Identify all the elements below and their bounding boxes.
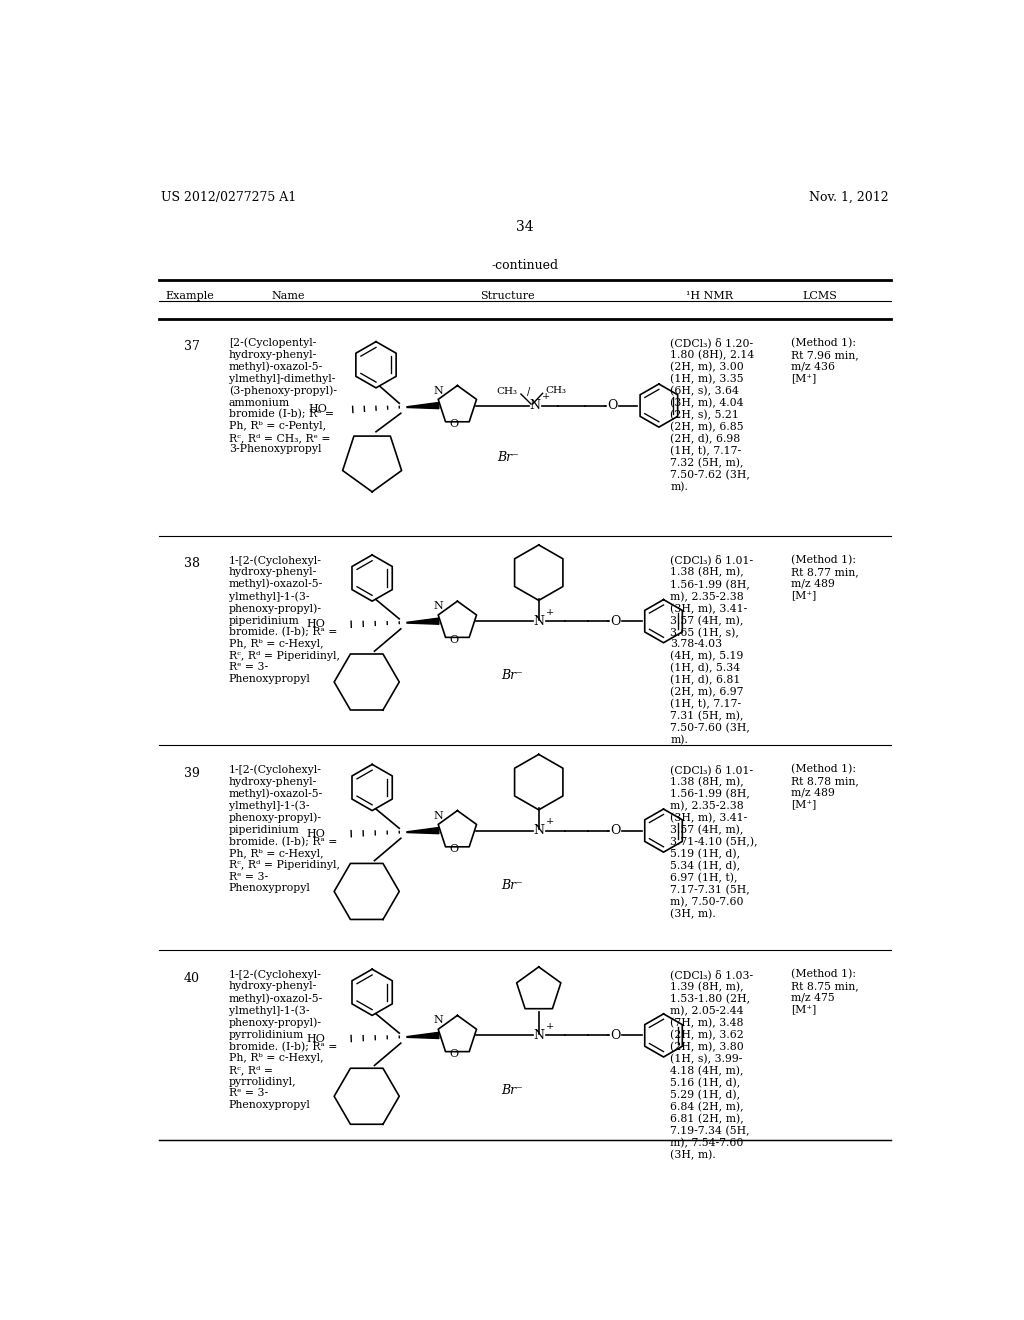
Polygon shape xyxy=(407,403,439,409)
Polygon shape xyxy=(407,1032,439,1039)
Text: HO: HO xyxy=(307,619,326,630)
Text: (CDCl₃) δ 1.03-
1.39 (8H, m),
1.53-1.80 (2H,
m), 2.05-2.44
(7H, m), 3.48
(2H, m): (CDCl₃) δ 1.03- 1.39 (8H, m), 1.53-1.80 … xyxy=(671,969,754,1160)
Polygon shape xyxy=(407,618,439,624)
Text: N: N xyxy=(433,1015,443,1026)
Text: +: + xyxy=(546,1022,554,1031)
Text: (Method 1):
Rt 8.78 min,
m/z 489
[M⁺]: (Method 1): Rt 8.78 min, m/z 489 [M⁺] xyxy=(791,764,858,809)
Text: +: + xyxy=(542,392,550,401)
Text: 37: 37 xyxy=(183,341,200,354)
Text: LCMS: LCMS xyxy=(802,290,838,301)
Text: N: N xyxy=(534,1028,544,1041)
Text: ¹H NMR: ¹H NMR xyxy=(686,290,733,301)
Text: -continued: -continued xyxy=(492,259,558,272)
Text: (CDCl₃) δ 1.01-
1.38 (8H, m),
1.56-1.99 (8H,
m), 2.35-2.38
(3H, m), 3.41-
3.57 (: (CDCl₃) δ 1.01- 1.38 (8H, m), 1.56-1.99 … xyxy=(671,764,758,919)
Text: /: / xyxy=(527,387,530,397)
Text: O: O xyxy=(610,1028,621,1041)
Text: O: O xyxy=(610,824,621,837)
Text: 39: 39 xyxy=(183,767,200,780)
Text: Example: Example xyxy=(166,290,214,301)
Text: O: O xyxy=(450,635,459,644)
Text: CH₃: CH₃ xyxy=(497,387,518,396)
Text: 1-[2-(Cyclohexyl-
hydroxy-phenyl-
methyl)-oxazol-5-
ylmethyl]-1-(3-
phenoxy-prop: 1-[2-(Cyclohexyl- hydroxy-phenyl- methyl… xyxy=(228,764,340,894)
Text: (CDCl₃) δ 1.01-
1.38 (8H, m),
1.56-1.99 (8H,
m), 2.35-2.38
(3H, m), 3.41-
3.57 (: (CDCl₃) δ 1.01- 1.38 (8H, m), 1.56-1.99 … xyxy=(671,554,754,746)
Text: N: N xyxy=(529,399,541,412)
Text: (Method 1):
Rt 7.96 min,
m/z 436
[M⁺]: (Method 1): Rt 7.96 min, m/z 436 [M⁺] xyxy=(791,338,858,383)
Text: O: O xyxy=(610,615,621,628)
Text: Br⁻: Br⁻ xyxy=(501,879,522,892)
Text: Br⁻: Br⁻ xyxy=(501,1084,522,1097)
Text: Name: Name xyxy=(271,290,305,301)
Text: (CDCl₃) δ 1.20-
1.80 (8H), 2.14
(2H, m), 3.00
(1H, m), 3.35
(6H, s), 3.64
(3H, m: (CDCl₃) δ 1.20- 1.80 (8H), 2.14 (2H, m),… xyxy=(671,338,755,492)
Text: 1-[2-(Cyclohexyl-
hydroxy-phenyl-
methyl)-oxazol-5-
ylmethyl]-1-(3-
phenoxy-prop: 1-[2-(Cyclohexyl- hydroxy-phenyl- methyl… xyxy=(228,554,340,684)
Text: 1-[2-(Cyclohexyl-
hydroxy-phenyl-
methyl)-oxazol-5-
ylmethyl]-1-(3-
phenoxy-prop: 1-[2-(Cyclohexyl- hydroxy-phenyl- methyl… xyxy=(228,969,337,1110)
Text: (Method 1):
Rt 8.77 min,
m/z 489
[M⁺]: (Method 1): Rt 8.77 min, m/z 489 [M⁺] xyxy=(791,554,858,601)
Text: US 2012/0277275 A1: US 2012/0277275 A1 xyxy=(161,191,296,203)
Text: Nov. 1, 2012: Nov. 1, 2012 xyxy=(809,191,889,203)
Text: +: + xyxy=(546,817,554,826)
Text: O: O xyxy=(450,843,459,854)
Text: 38: 38 xyxy=(183,557,200,570)
Text: O: O xyxy=(450,418,459,429)
Text: N: N xyxy=(534,824,544,837)
Text: N: N xyxy=(534,615,544,628)
Text: N: N xyxy=(433,385,443,396)
Text: [2-(Cyclopentyl-
hydroxy-phenyl-
methyl)-oxazol-5-
ylmethyl]-dimethyl-
(3-phenox: [2-(Cyclopentyl- hydroxy-phenyl- methyl)… xyxy=(228,338,337,454)
Text: O: O xyxy=(450,1049,459,1059)
Text: N: N xyxy=(433,601,443,611)
Text: CH₃: CH₃ xyxy=(546,387,566,396)
Text: Br⁻: Br⁻ xyxy=(501,669,522,682)
Text: +: + xyxy=(546,607,554,616)
Text: (Method 1):
Rt 8.75 min,
m/z 475
[M⁺]: (Method 1): Rt 8.75 min, m/z 475 [M⁺] xyxy=(791,969,858,1014)
Text: 40: 40 xyxy=(183,972,200,985)
Text: O: O xyxy=(607,399,617,412)
Text: Br⁻: Br⁻ xyxy=(497,450,518,463)
Polygon shape xyxy=(407,828,439,834)
Text: 34: 34 xyxy=(516,220,534,234)
Text: HO: HO xyxy=(308,404,328,414)
Text: HO: HO xyxy=(307,1034,326,1044)
Text: N: N xyxy=(433,810,443,821)
Text: Structure: Structure xyxy=(480,290,536,301)
Text: HO: HO xyxy=(307,829,326,838)
